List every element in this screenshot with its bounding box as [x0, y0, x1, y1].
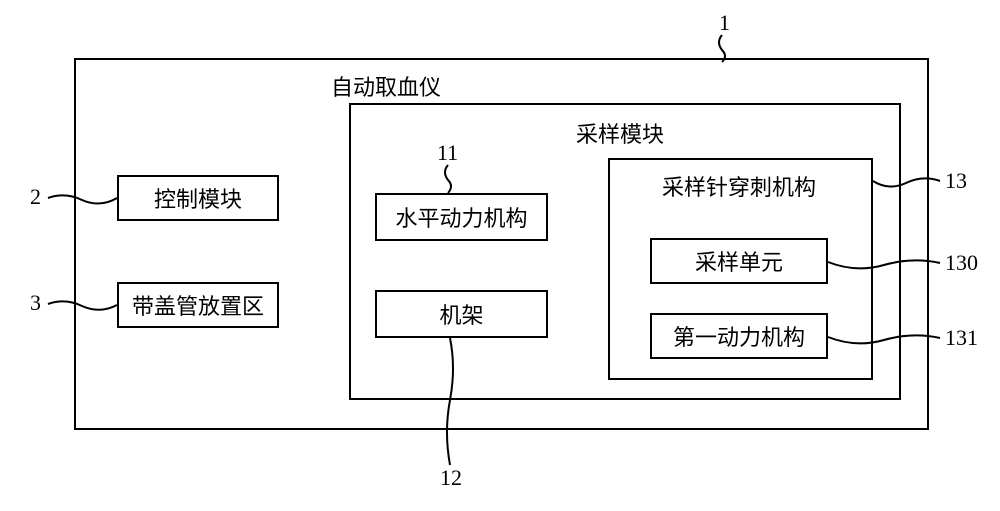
sampling-unit-label: 采样单元 — [652, 245, 826, 277]
puncture-title: 采样针穿刺机构 — [662, 170, 816, 202]
ref-12: 12 — [440, 465, 462, 491]
ref-2: 2 — [30, 184, 41, 210]
outer-title: 自动取血仪 — [331, 70, 441, 102]
horiz-power-label: 水平动力机构 — [377, 201, 546, 233]
ref-1: 1 — [719, 10, 730, 36]
horiz-power-box: 水平动力机构 — [375, 193, 548, 241]
first-power-box: 第一动力机构 — [650, 313, 828, 359]
tube-area-box: 带盖管放置区 — [117, 282, 279, 328]
ref-3: 3 — [30, 290, 41, 316]
sampling-unit-box: 采样单元 — [650, 238, 828, 284]
tube-area-label: 带盖管放置区 — [119, 289, 277, 321]
control-label: 控制模块 — [119, 182, 277, 214]
frame-label: 机架 — [377, 298, 546, 330]
control-box: 控制模块 — [117, 175, 279, 221]
frame-box: 机架 — [375, 290, 548, 338]
first-power-label: 第一动力机构 — [652, 320, 826, 352]
ref-11: 11 — [437, 140, 458, 166]
ref-13: 13 — [945, 168, 967, 194]
sampling-module-title: 采样模块 — [576, 117, 664, 149]
ref-131: 131 — [945, 325, 978, 351]
ref-130: 130 — [945, 250, 978, 276]
